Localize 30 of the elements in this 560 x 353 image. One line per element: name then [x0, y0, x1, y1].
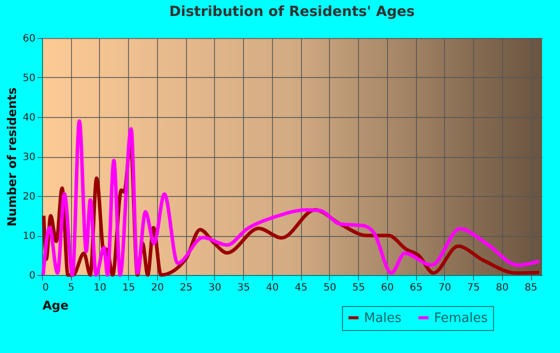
x-tick-label: 85: [524, 282, 538, 294]
y-tick-label: 0: [29, 270, 36, 282]
x-tick-label: 30: [208, 282, 222, 294]
y-axis-title: Number of residents: [4, 87, 19, 227]
x-tick-label: 5: [68, 282, 74, 294]
x-axis-title: Age: [42, 298, 69, 312]
chart-title: Distribution of Residents' Ages: [169, 4, 415, 20]
x-tick-label: 20: [151, 282, 164, 294]
y-tick-label: 30: [22, 152, 36, 163]
x-tick-label: 45: [294, 282, 308, 294]
x-tick-label: 70: [438, 282, 452, 294]
legend-label: Females: [434, 310, 488, 326]
x-tick-label: 80: [496, 282, 509, 294]
x-tick-label: 35: [237, 282, 250, 294]
x-tick-label: 50: [323, 282, 336, 294]
x-tick-label: 55: [352, 282, 365, 294]
x-tick-label: 65: [410, 282, 422, 294]
y-tick-label: 50: [22, 73, 36, 84]
x-tick-label: 75: [467, 282, 480, 294]
x-tick-label: 60: [380, 282, 394, 294]
x-tick-label: 0: [42, 282, 49, 294]
x-tick-label: 25: [180, 282, 193, 294]
y-tick-label: 40: [22, 112, 36, 124]
x-tick-label: 10: [94, 282, 106, 294]
x-tick-label: 40: [266, 282, 279, 294]
x-tick-label: 15: [122, 282, 136, 294]
legend-label: Males: [364, 310, 402, 326]
y-tick-label: 10: [22, 231, 36, 242]
y-tick-label: 20: [22, 192, 36, 202]
y-tick-label: 60: [22, 34, 36, 44]
